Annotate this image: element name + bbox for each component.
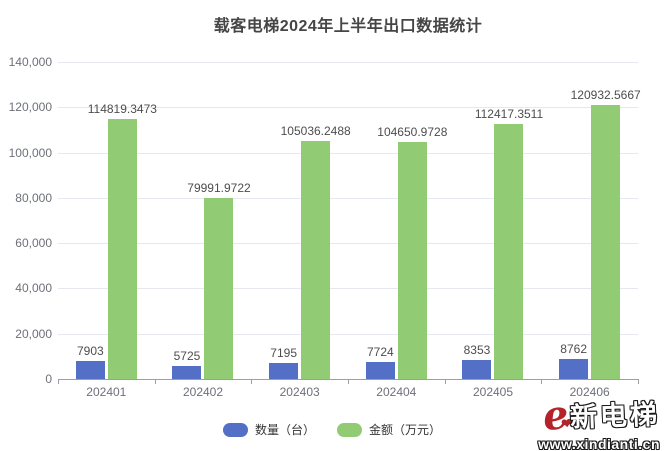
gridline bbox=[58, 197, 638, 199]
chart-title: 载客电梯2024年上半年出口数据统计 bbox=[213, 18, 483, 35]
bar-group-202406: 8762 120932.5667 bbox=[541, 62, 641, 379]
bar-amount-202402[interactable]: 79991.9722 bbox=[187, 181, 251, 379]
bar-quantity-202403[interactable]: 7195 bbox=[269, 346, 299, 379]
bar-amount-202403[interactable]: 105036.2488 bbox=[281, 124, 351, 379]
bar-amount-202406[interactable]: 120932.5667 bbox=[571, 88, 641, 379]
x-category-label-202401: 202401 bbox=[86, 385, 127, 399]
bar-quantity-202404[interactable]: 7724 bbox=[365, 345, 395, 379]
bar-value-label: 120932.5667 bbox=[570, 88, 641, 103]
brand-logo-row: e ❤ 新电梯 bbox=[538, 390, 661, 441]
y-tick-label: 20,000 bbox=[15, 326, 52, 341]
x-axis-tick bbox=[541, 379, 543, 384]
x-category-label-202402: 202402 bbox=[182, 385, 224, 399]
x-category-label-202404: 202404 bbox=[376, 385, 417, 399]
brand-url: www.xindianti.cn bbox=[538, 436, 660, 451]
bar-value-label: 112417.3511 bbox=[474, 107, 544, 122]
legend: 数量（台） 金额（万元） bbox=[0, 421, 664, 438]
x-axis-tick bbox=[348, 379, 349, 384]
gridline bbox=[58, 107, 638, 109]
x-axis-tick bbox=[154, 379, 156, 384]
y-tick-label: 140,000 bbox=[8, 55, 52, 69]
bar-value-label: 8353 bbox=[463, 343, 491, 358]
bar-amount-202405[interactable]: 112417.3511 bbox=[475, 107, 543, 379]
legend-label: 金额（万元） bbox=[369, 423, 442, 437]
bar-quantity-202405[interactable]: 8353 bbox=[462, 343, 492, 379]
x-axis-tick bbox=[444, 379, 446, 384]
x-category-label-202405: 202405 bbox=[472, 385, 514, 399]
bar-group-202402: 5725 79991.9722 bbox=[155, 62, 252, 379]
bar-quantity-202402[interactable]: 5725 bbox=[172, 349, 202, 379]
x-category-label-202403: 202403 bbox=[279, 385, 320, 399]
bar-group-202404: 7724 104650.9728 bbox=[348, 62, 447, 379]
bar-value-label: 7903 bbox=[76, 344, 104, 359]
bar-group-202405: 8353 112417.3511 bbox=[445, 62, 543, 379]
bar-group-202403: 7195 105036.2488 bbox=[251, 62, 351, 379]
brand-logo-icon: e ❤ bbox=[540, 390, 573, 441]
y-tick-label: 60,000 bbox=[15, 236, 52, 251]
bar-value-label: 7724 bbox=[366, 344, 394, 359]
gridline bbox=[58, 288, 638, 290]
legend-marker-icon bbox=[337, 422, 362, 437]
bar-value-label: 79991.9722 bbox=[187, 180, 251, 195]
bar-value-label: 104650.9728 bbox=[377, 125, 448, 140]
brand-name: 新电梯 bbox=[569, 398, 661, 433]
bar-value-label: 8762 bbox=[560, 342, 588, 357]
bar-value-label: 5725 bbox=[173, 349, 201, 364]
bar-value-label: 105036.2488 bbox=[280, 124, 351, 139]
x-axis-labels: 202401 202402 202403 202404 202405 202406 bbox=[58, 385, 638, 401]
y-tick-label: 100,000 bbox=[8, 145, 52, 160]
y-tick-label: 120,000 bbox=[8, 100, 52, 115]
legend-label: 数量（台） bbox=[254, 423, 315, 437]
bar-value-label: 7195 bbox=[270, 345, 298, 360]
bar-amount-202404[interactable]: 104650.9728 bbox=[377, 125, 447, 379]
bar-amount-202401[interactable]: 114819.3473 bbox=[88, 102, 157, 379]
x-category-label-202406: 202406 bbox=[569, 385, 610, 399]
legend-item[interactable]: 金额（万元） bbox=[337, 421, 441, 438]
x-axis-tick bbox=[251, 379, 253, 384]
bar-quantity-202406[interactable]: 8762 bbox=[559, 342, 589, 379]
y-tick-label: 0 bbox=[45, 372, 52, 386]
y-axis-labels: 0 20,000 40,000 60,000 80,000 100,000 120,000 1… bbox=[0, 55, 52, 386]
x-axis-tick bbox=[638, 379, 639, 384]
y-tick-label: 80,000 bbox=[15, 190, 52, 205]
bar-value-label: 114819.3473 bbox=[87, 102, 157, 117]
plot-area: 7903 114819.3473 5725 79991.9722 7195 105036.… bbox=[58, 62, 641, 384]
y-tick-label: 40,000 bbox=[15, 281, 52, 296]
bar-group-202401: 7903 114819.3473 bbox=[58, 62, 157, 379]
gridline bbox=[58, 243, 638, 245]
brand-watermark: e ❤ 新电梯 www.xindianti.cn bbox=[538, 390, 661, 451]
x-axis-tick bbox=[58, 379, 59, 384]
gridline bbox=[58, 333, 638, 335]
gridline bbox=[58, 62, 638, 63]
legend-item[interactable]: 数量（台） bbox=[222, 421, 315, 438]
bar-quantity-202401[interactable]: 7903 bbox=[75, 344, 105, 379]
gridline bbox=[58, 152, 638, 154]
legend-marker-icon bbox=[222, 422, 248, 437]
